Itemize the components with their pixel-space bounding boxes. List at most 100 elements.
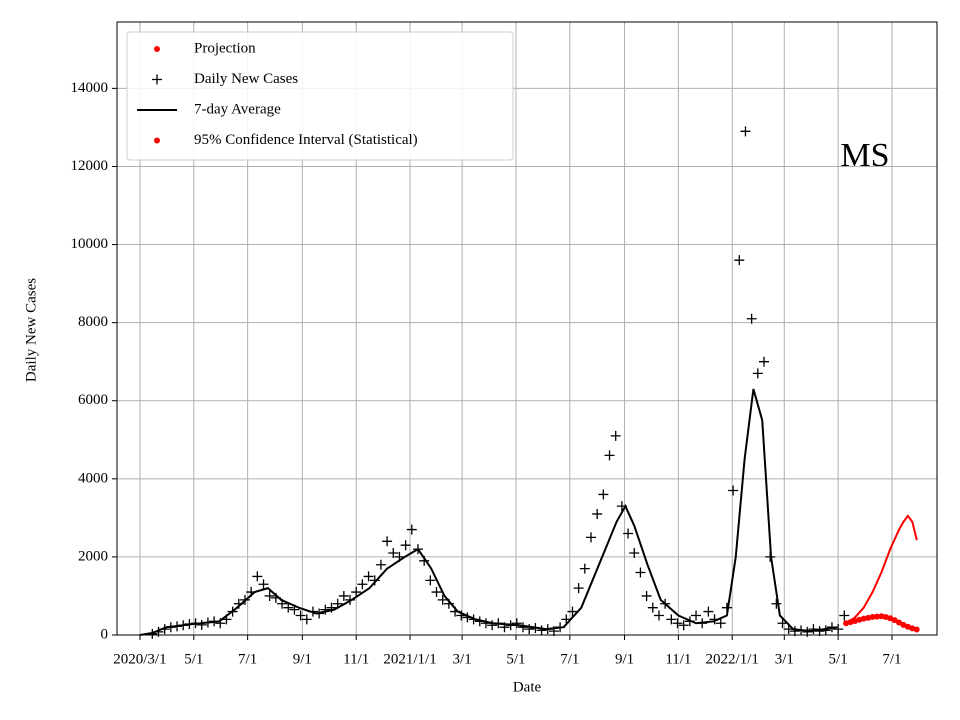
x-tick-label: 11/1 xyxy=(343,651,369,667)
data-point xyxy=(406,524,417,535)
x-axis-label: Date xyxy=(513,679,542,695)
data-point xyxy=(338,590,349,601)
data-point xyxy=(598,489,609,500)
data-point xyxy=(592,508,603,519)
data-point xyxy=(758,356,769,367)
data-point xyxy=(789,626,800,637)
x-tick-label: 2021/1/1 xyxy=(383,651,436,667)
x-tick-label: 5/1 xyxy=(506,651,525,667)
data-point xyxy=(295,610,306,621)
legend-label: Daily New Cases xyxy=(194,71,298,87)
data-point xyxy=(437,594,448,605)
data-point xyxy=(678,620,689,631)
data-point xyxy=(511,618,522,629)
x-tick-label: 3/1 xyxy=(453,651,472,667)
data-point xyxy=(703,606,714,617)
legend-marker xyxy=(152,74,162,85)
y-tick-label: 4000 xyxy=(78,470,108,486)
data-point xyxy=(283,602,294,613)
data-point xyxy=(734,255,745,266)
data-point xyxy=(641,590,652,601)
series-line xyxy=(139,388,838,636)
y-tick-label: 10000 xyxy=(71,236,109,252)
y-tick-label: 2000 xyxy=(78,548,108,564)
data-point xyxy=(691,610,702,621)
plot-frame xyxy=(116,21,938,636)
data-point xyxy=(363,571,374,582)
legend-marker xyxy=(154,137,160,144)
data-point xyxy=(873,613,880,620)
data-point xyxy=(740,126,751,137)
data-point xyxy=(536,625,547,636)
data-point xyxy=(487,620,498,631)
x-tick-label: 9/1 xyxy=(293,651,312,667)
data-point xyxy=(777,618,788,629)
data-point xyxy=(604,450,615,461)
x-tick-label: 3/1 xyxy=(775,651,794,667)
data-point xyxy=(264,590,275,601)
data-point xyxy=(746,313,757,324)
data-point xyxy=(752,368,763,379)
y-tick-label: 6000 xyxy=(78,392,108,408)
data-point xyxy=(375,559,386,570)
y-tick-label: 0 xyxy=(101,626,109,642)
data-point xyxy=(715,618,726,629)
data-point xyxy=(771,598,782,609)
data-point xyxy=(431,587,442,598)
x-tick-label: 9/1 xyxy=(615,651,634,667)
data-point xyxy=(585,532,596,543)
legend-box xyxy=(126,31,514,161)
data-point xyxy=(865,614,872,621)
x-tick-label: 7/1 xyxy=(238,651,257,667)
legend-label: Projection xyxy=(194,40,256,56)
legend-marker xyxy=(154,46,160,52)
x-tick-label: 2022/1/1 xyxy=(706,651,759,667)
data-point xyxy=(833,624,844,635)
y-tick-label: 14000 xyxy=(71,80,109,96)
data-point xyxy=(351,587,362,598)
data-point xyxy=(647,602,658,613)
data-point xyxy=(196,619,207,630)
legend-label: 7-day Average xyxy=(194,101,281,117)
series xyxy=(147,126,850,639)
data-point xyxy=(913,626,920,633)
x-tick-label: 5/1 xyxy=(184,651,203,667)
annotation: MS xyxy=(840,137,889,174)
y-axis-label: Daily New Cases xyxy=(23,278,39,382)
data-point xyxy=(896,619,903,626)
x-tick-label: 5/1 xyxy=(829,651,848,667)
data-point xyxy=(425,575,436,586)
data-point xyxy=(252,571,263,582)
series xyxy=(843,613,920,633)
legend: Projection Daily New Cases 7-day Average 95… xyxy=(126,31,514,161)
data-point xyxy=(891,617,898,624)
data-point xyxy=(567,606,578,617)
y-tick-label: 8000 xyxy=(78,314,108,330)
data-point xyxy=(382,536,393,547)
legend-label: 95% Confidence Interval (Statistical) xyxy=(194,132,418,148)
data-point xyxy=(666,614,677,625)
data-point xyxy=(808,624,819,635)
x-tick-label: 7/1 xyxy=(560,651,579,667)
data-point xyxy=(672,618,683,629)
data-point xyxy=(623,528,634,539)
data-point xyxy=(635,567,646,578)
data-point xyxy=(579,563,590,574)
data-point xyxy=(878,613,885,620)
x-tick-label: 2020/3/1 xyxy=(113,651,166,667)
data-point xyxy=(258,579,269,590)
data-point xyxy=(860,615,867,622)
data-point xyxy=(839,610,850,621)
data-point xyxy=(629,548,640,559)
data-point xyxy=(320,604,331,615)
x-tick-label: 7/1 xyxy=(882,651,901,667)
series-line xyxy=(845,514,918,625)
data-point xyxy=(388,548,399,559)
data-point xyxy=(610,430,621,441)
x-tick-label: 11/1 xyxy=(665,651,691,667)
data-point xyxy=(400,540,411,551)
data-point xyxy=(301,614,312,625)
data-point xyxy=(728,485,739,496)
y-tick-label: 12000 xyxy=(71,158,109,174)
